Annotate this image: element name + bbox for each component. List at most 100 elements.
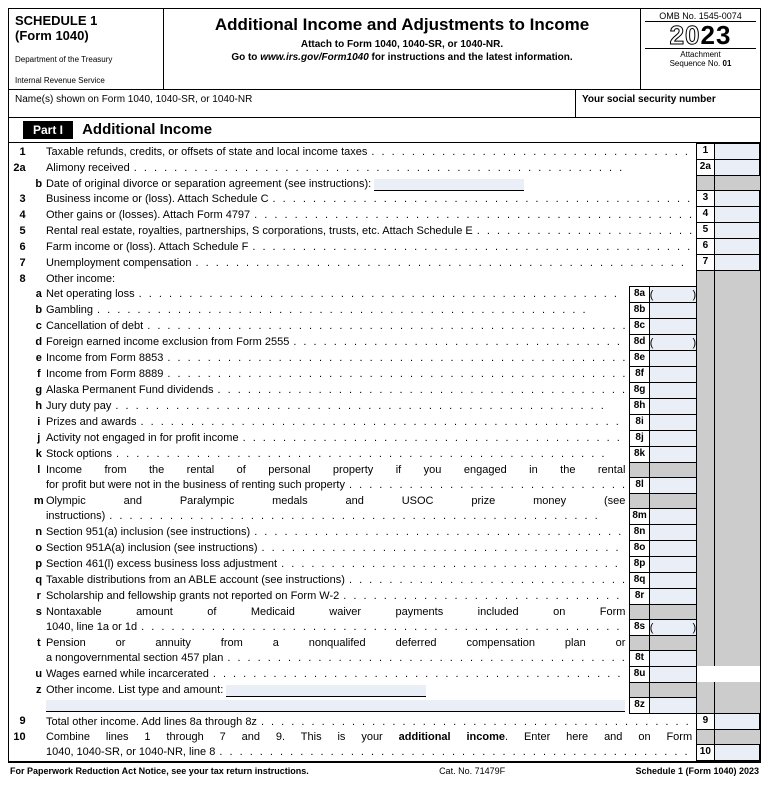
dept-line2: Internal Revenue Service <box>15 76 157 85</box>
line-8c-amount[interactable] <box>649 318 696 334</box>
line-8g: gAlaska Permanent Fund dividends8g <box>9 382 760 398</box>
line-8u-amount[interactable] <box>649 666 696 682</box>
line-3-amount[interactable] <box>714 191 759 207</box>
line-8j: jActivity not engaged in for profit inco… <box>9 430 760 446</box>
goto-instruction: Go to www.irs.gov/Form1040 for instructi… <box>170 52 634 63</box>
schedule-label: SCHEDULE 1 <box>15 13 157 28</box>
line-6-amount[interactable] <box>714 239 759 255</box>
line-8: 8 Other income: <box>9 271 760 287</box>
line-8s-1: sNontaxable amount of Medicaid waiver pa… <box>9 604 760 619</box>
line-8i-amount[interactable] <box>649 414 696 430</box>
name-field-label: Name(s) shown on Form 1040, 1040-SR, or … <box>9 90 575 117</box>
line-8f: fIncome from Form 88898f <box>9 366 760 382</box>
line-8l-2: for profit but were not in the business … <box>9 477 760 493</box>
part1-header: Part I Additional Income <box>9 118 760 143</box>
line-8i: iPrizes and awards8i <box>9 414 760 430</box>
line-8h: hJury duty pay8h <box>9 398 760 414</box>
line-8k: kStock options8k <box>9 446 760 462</box>
footer-right: Schedule 1 (Form 1040) 2023 <box>635 766 759 776</box>
line-8s-2: 1040, line 1a or 1d8s() <box>9 619 760 635</box>
lines-table: 1 Taxable refunds, credits, or offsets o… <box>9 143 760 761</box>
attach-instruction: Attach to Form 1040, 1040-SR, or 1040-NR… <box>170 39 634 50</box>
line-8r: rScholarship and fellowship grants not r… <box>9 588 760 604</box>
line-9-amount[interactable] <box>714 713 759 729</box>
line-7: 7 Unemployment compensation 7 <box>9 255 760 271</box>
line-8d: dForeign earned income exclusion from Fo… <box>9 334 760 350</box>
form-label: (Form 1040) <box>15 28 157 43</box>
line-4-amount[interactable] <box>714 207 759 223</box>
header-row: SCHEDULE 1 (Form 1040) Department of the… <box>9 9 760 90</box>
line-8b-amount[interactable] <box>649 302 696 318</box>
line-8p-amount[interactable] <box>649 556 696 572</box>
line-8a: a Net operating loss 8a () <box>9 286 760 302</box>
line-8z-1: zOther income. List type and amount: <box>9 682 760 697</box>
attachment-seq: Attachment Sequence No. 01 <box>645 50 756 68</box>
line-8z-2: 8z <box>9 697 760 713</box>
header-right: OMB No. 1545-0074 2023 Attachment Sequen… <box>640 9 760 89</box>
line-5: 5 Rental real estate, royalties, partner… <box>9 223 760 239</box>
line-8g-amount[interactable] <box>649 382 696 398</box>
line-8t-1: tPension or annuity from a nonqualifed d… <box>9 635 760 650</box>
line-8b: bGambling8b <box>9 302 760 318</box>
line-2b: b Date of original divorce or separation… <box>9 176 760 191</box>
line-1: 1 Taxable refunds, credits, or offsets o… <box>9 144 760 160</box>
line-8t-amount[interactable] <box>649 650 696 666</box>
line-8l-amount[interactable] <box>649 477 696 493</box>
line-8m-2: instructions)8m <box>9 508 760 524</box>
line-1-amount[interactable] <box>714 144 759 160</box>
line-1-numbox: 1 <box>697 144 714 160</box>
line-8e-amount[interactable] <box>649 350 696 366</box>
line-8z-type-field[interactable] <box>226 685 426 697</box>
line-8z-amount[interactable] <box>649 697 696 713</box>
line-8p: pSection 461(l) excess business loss adj… <box>9 556 760 572</box>
line-7-amount[interactable] <box>714 255 759 271</box>
form-container: SCHEDULE 1 (Form 1040) Department of the… <box>8 8 761 762</box>
footer-center: Cat. No. 71479F <box>439 766 505 776</box>
line-8n-amount[interactable] <box>649 524 696 540</box>
line-8c: cCancellation of debt8c <box>9 318 760 334</box>
line-8l-1: lIncome from the rental of personal prop… <box>9 462 760 477</box>
footer: For Paperwork Reduction Act Notice, see … <box>8 762 761 776</box>
line-8q: qTaxable distributions from an ABLE acco… <box>9 572 760 588</box>
line-8a-amount[interactable]: () <box>649 286 696 302</box>
line-8o-amount[interactable] <box>649 540 696 556</box>
line-2a-amount[interactable] <box>714 160 759 176</box>
line-10-amount[interactable] <box>714 744 759 760</box>
part1-title: Additional Income <box>82 121 212 138</box>
part1-box: Part I <box>23 121 73 139</box>
line-8k-amount[interactable] <box>649 446 696 462</box>
line-8z-type-field-2[interactable] <box>46 700 625 712</box>
line-8j-amount[interactable] <box>649 430 696 446</box>
line-2a: 2a Alimony received 2a <box>9 160 760 176</box>
line-8f-amount[interactable] <box>649 366 696 382</box>
tax-year: 2023 <box>670 20 732 50</box>
line-3: 3 Business income or (loss). Attach Sche… <box>9 191 760 207</box>
footer-left: For Paperwork Reduction Act Notice, see … <box>10 766 309 776</box>
header-center: Additional Income and Adjustments to Inc… <box>164 9 640 89</box>
line-8d-amount[interactable]: () <box>649 334 696 350</box>
line-8s-amount[interactable]: () <box>649 619 696 635</box>
line-8u: uWages earned while incarcerated8u <box>9 666 760 682</box>
line-5-amount[interactable] <box>714 223 759 239</box>
line-8n: nSection 951(a) inclusion (see instructi… <box>9 524 760 540</box>
dept-line1: Department of the Treasury <box>15 55 157 64</box>
line-8t-2: a nongovernmental section 457 plan8t <box>9 650 760 666</box>
line-4: 4 Other gains or (losses). Attach Form 4… <box>9 207 760 223</box>
line-10-1: 10 Combine lines 1 through 7 and 9. This… <box>9 729 760 744</box>
ssn-field-label: Your social security number <box>575 90 760 117</box>
line-8e: eIncome from Form 88538e <box>9 350 760 366</box>
line-9: 9 Total other income. Add lines 8a throu… <box>9 713 760 729</box>
line-8m-1: mOlympic and Paralympic medals and USOC … <box>9 493 760 508</box>
line-2b-date-field[interactable] <box>374 179 524 191</box>
line-8o: oSection 951A(a) inclusion (see instruct… <box>9 540 760 556</box>
line-8r-amount[interactable] <box>649 588 696 604</box>
header-left: SCHEDULE 1 (Form 1040) Department of the… <box>9 9 164 89</box>
line-2a-numbox: 2a <box>697 160 714 176</box>
line-8h-amount[interactable] <box>649 398 696 414</box>
line-10-2: 1040, 1040-SR, or 1040-NR, line 8 10 <box>9 744 760 760</box>
form-title: Additional Income and Adjustments to Inc… <box>170 15 634 35</box>
line-6: 6 Farm income or (loss). Attach Schedule… <box>9 239 760 255</box>
line-8q-amount[interactable] <box>649 572 696 588</box>
line-8m-amount[interactable] <box>649 508 696 524</box>
name-ssn-row: Name(s) shown on Form 1040, 1040-SR, or … <box>9 90 760 118</box>
